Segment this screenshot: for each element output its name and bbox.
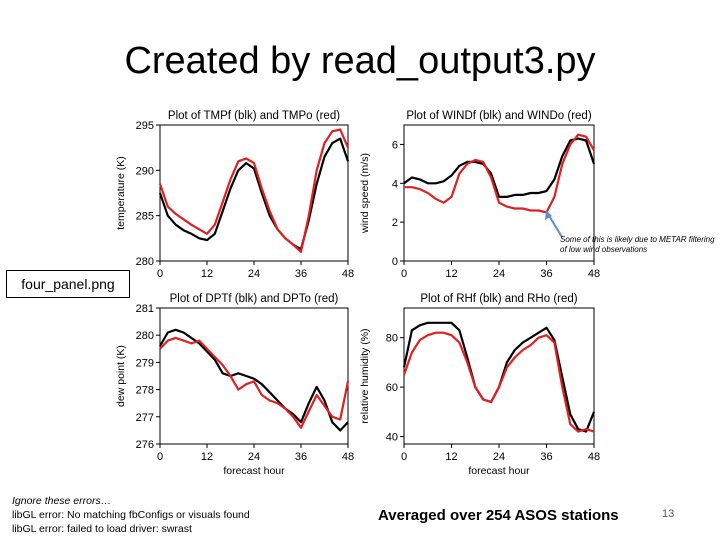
x-axis-label: forecast hour xyxy=(468,465,530,477)
plot-frame xyxy=(159,124,349,262)
y-tick-label: 6 xyxy=(392,139,398,151)
y-tick-label: 2 xyxy=(392,217,398,229)
series-line-WINDf xyxy=(403,137,596,198)
annotation-arrow xyxy=(547,213,563,238)
y-axis-label: temperature (K) xyxy=(115,156,127,230)
series-line-RHo xyxy=(402,331,595,433)
wind-speed-panel: Plot of WINDf (blk) and WINDo (red)0 12 24… xyxy=(359,110,600,280)
series-line-DPTf xyxy=(159,328,349,432)
y-tick-label: 278 xyxy=(136,385,154,397)
wind-annotation-note: Some of this is likely due to METAR filt… xyxy=(560,235,715,254)
summary-text: Averaged over 254 ASOS stations xyxy=(378,507,619,524)
x-tick-label: 48 xyxy=(342,268,354,280)
y-tick-label: 279 xyxy=(136,357,154,369)
error-line: libGL error: failed to load driver: swra… xyxy=(12,523,192,535)
y-tick-label: 280 xyxy=(136,256,154,268)
x-tick-label: 48 xyxy=(588,268,600,280)
x-tick-label: 0 xyxy=(157,451,163,463)
y-tick-label: 60 xyxy=(386,382,398,394)
y-tick-label: 280 xyxy=(136,330,154,342)
x-tick-label: 24 xyxy=(248,268,260,280)
x-tick-label: 12 xyxy=(445,268,457,280)
error-line: libGL error: No matching fbConfigs or vi… xyxy=(12,509,250,521)
x-tick-label: 0 xyxy=(157,268,163,280)
x-tick-label: 48 xyxy=(588,451,600,463)
y-axis-label: wind speed (m/s) xyxy=(359,153,371,234)
series-line-WINDo xyxy=(404,133,595,214)
relative-humidity-panel: Plot of RHf (blk) and RHo (red) 0 12 24 36 48… xyxy=(359,293,600,477)
x-tick-label: 36 xyxy=(295,451,307,463)
series-line-TMPo xyxy=(158,128,350,253)
error-notes: Ignore these errors… libGL error: No mat… xyxy=(12,494,250,536)
chart-title: Plot of RHf (blk) and RHo (red) xyxy=(420,293,577,305)
y-tick-label: 40 xyxy=(386,432,398,444)
y-axis-label: dew point (K) xyxy=(115,345,127,407)
x-tick-label: 12 xyxy=(201,268,213,280)
y-tick-label: 281 xyxy=(136,303,154,315)
x-tick-label: 0 xyxy=(401,451,407,463)
dew-point-panel: Plot of DPTf (blk) and DPTo (red) 0 12 24 36… xyxy=(115,293,354,477)
y-tick-label: 4 xyxy=(392,178,398,190)
slide-title: Created by read_output3.py xyxy=(124,40,596,82)
page-number: 13 xyxy=(662,508,675,520)
chart-title: Plot of WINDf (blk) and WINDo (red) xyxy=(406,110,591,122)
y-tick-label: 295 xyxy=(136,120,154,132)
series-line-DPTo xyxy=(159,336,350,429)
x-tick-label: 36 xyxy=(540,451,552,463)
x-tick-label: 12 xyxy=(445,451,457,463)
file-label: four_panel.png xyxy=(6,270,130,298)
temperature-panel: Plot of TMPf (blk) and TMPo (red) 0 12 24 36… xyxy=(115,110,354,280)
error-note-heading: Ignore these errors… xyxy=(12,495,112,507)
x-tick-label: 36 xyxy=(295,268,307,280)
y-tick-label: 0 xyxy=(392,256,398,268)
chart-title: Plot of DPTf (blk) and DPTo (red) xyxy=(170,293,339,305)
chart-title: Plot of TMPf (blk) and TMPo (red) xyxy=(168,110,340,122)
annotation-arrowhead xyxy=(545,210,552,220)
plot-frame xyxy=(403,307,595,445)
series-line-RHf xyxy=(402,321,596,433)
y-tick-label: 277 xyxy=(136,412,154,424)
x-axis-label: forecast hour xyxy=(223,465,285,477)
y-tick-label: 80 xyxy=(386,333,398,345)
x-tick-label: 24 xyxy=(493,451,505,463)
plot-frame xyxy=(159,307,349,445)
y-tick-label: 290 xyxy=(136,165,154,177)
y-tick-label: 285 xyxy=(136,211,154,223)
x-tick-label: 24 xyxy=(493,268,505,280)
x-tick-label: 36 xyxy=(540,268,552,280)
x-tick-label: 48 xyxy=(342,451,354,463)
series-line-TMPf xyxy=(158,137,350,251)
y-axis-label: relative humidity (%) xyxy=(359,328,371,423)
y-tick-label: 276 xyxy=(136,439,154,451)
x-tick-label: 24 xyxy=(248,451,260,463)
x-tick-label: 12 xyxy=(201,451,213,463)
x-tick-label: 0 xyxy=(401,268,407,280)
